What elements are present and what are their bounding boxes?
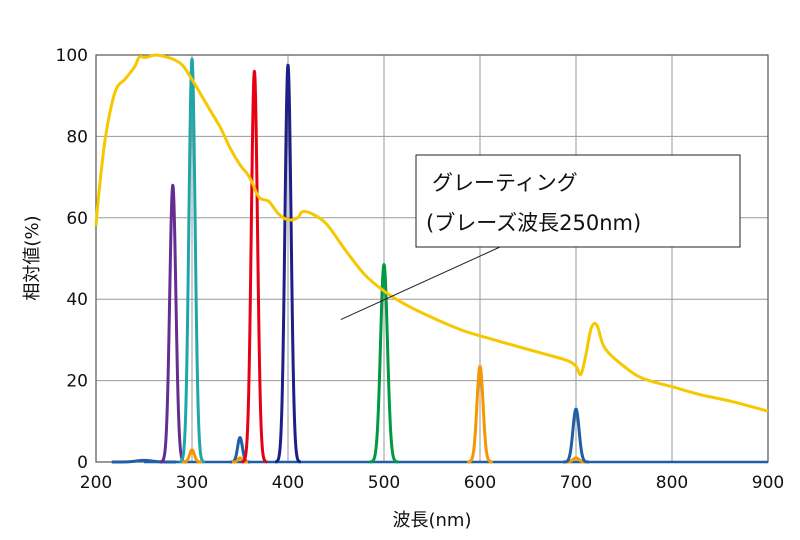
y-tick-label-0: 0 — [77, 453, 88, 473]
peak-line-700-11 — [561, 407, 591, 464]
x-tick-label-900: 900 — [752, 473, 784, 493]
y-tick-label-60: 60 — [66, 209, 88, 229]
peak-line-400-7 — [273, 63, 303, 464]
peak-line-365-6 — [240, 69, 269, 464]
y-tick-label-20: 20 — [66, 372, 88, 392]
tick-labels: 200 300 400 500 600 700 800 900 0 20 40 60 80 100 — [56, 46, 785, 493]
y-tick-label-100: 100 — [56, 46, 88, 66]
peak-line-500-8 — [368, 263, 400, 464]
annotation-box — [415, 154, 741, 248]
x-axis-title: 波長(nm) — [393, 510, 472, 531]
peak-line-300-3 — [180, 448, 204, 464]
annotation-leader-line — [340, 246, 501, 321]
x-tick-label-200: 200 — [80, 473, 112, 493]
annotation: グレーティング (ブレーズ波長250nm) — [340, 154, 741, 321]
annotation-line-2: (ブレーズ波長250nm) — [426, 211, 641, 235]
peak-line-280-1 — [158, 183, 187, 464]
x-tick-label-700: 700 — [560, 473, 592, 493]
x-tick-label-500: 500 — [368, 473, 400, 493]
x-tick-label-600: 600 — [464, 473, 496, 493]
x-tick-label-800: 800 — [656, 473, 688, 493]
peak-line-600-9 — [465, 364, 495, 464]
y-tick-label-80: 80 — [66, 127, 88, 147]
x-tick-label-300: 300 — [176, 473, 208, 493]
x-tick-label-400: 400 — [272, 473, 304, 493]
y-axis-title: 相対値(%) — [22, 215, 43, 300]
y-tick-label-40: 40 — [66, 290, 88, 310]
series-layer — [94, 53, 769, 464]
annotation-line-1: グレーティング — [432, 171, 578, 195]
peak-line-300-2 — [177, 57, 207, 464]
grating-line — [94, 53, 769, 413]
peak-line-350-5 — [230, 456, 250, 464]
peak-line-250-0 — [110, 458, 178, 464]
